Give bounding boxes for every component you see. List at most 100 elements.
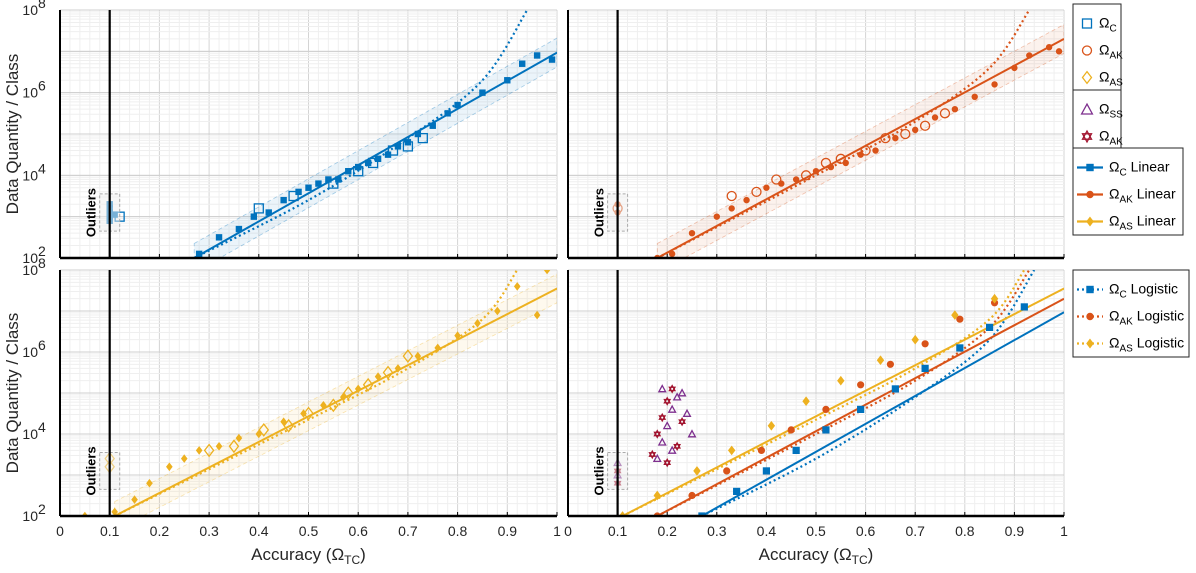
y-tick-label: 10 [22, 250, 38, 266]
data-point-AS [727, 445, 736, 456]
legend-item-C[interactable]: ΩC [1081, 15, 1117, 35]
x-tick-label: 0.7 [398, 523, 418, 539]
data-point-AK [1026, 52, 1033, 59]
data-point-AS [166, 462, 173, 472]
data-point-SS [687, 429, 697, 438]
legend-item-AK2[interactable]: ΩAK [1081, 128, 1124, 148]
data-point-C [792, 446, 800, 455]
data-point-C [345, 167, 352, 175]
legend-item-AS[interactable]: ΩAS Logistic [1077, 335, 1184, 355]
data-point-AS [434, 343, 442, 353]
legend-label-base: Ω [1109, 335, 1119, 351]
data-point-C [454, 101, 461, 109]
outlier-label: Outliers [592, 188, 607, 237]
data-point-AK [688, 229, 696, 237]
legend-label-tail: Logistic [1127, 281, 1178, 297]
x-tick-label: 0.2 [150, 523, 170, 539]
legend-item-AS[interactable]: ΩAS Linear [1077, 213, 1176, 233]
legend-label: ΩAS Logistic [1109, 335, 1184, 355]
x-axis-title-sub: TC [852, 553, 868, 567]
data-point-AK [771, 174, 782, 185]
data-point-AK [991, 81, 998, 88]
confidence-band-AK [656, 24, 1064, 258]
legend-label-sub: AS [1119, 344, 1133, 355]
logistic-fit-AK [656, 10, 1031, 258]
legend-marker [1086, 163, 1094, 172]
legend-item-SS[interactable]: ΩSS [1080, 101, 1124, 121]
data-point-AS [653, 490, 661, 501]
data-point-AK [835, 153, 846, 164]
legend-label: ΩC Linear [1109, 159, 1170, 179]
legend-marker [1086, 285, 1094, 294]
legend-marker [1086, 338, 1094, 349]
data-point-AK2 [648, 452, 657, 460]
x-tick-label: 0.4 [249, 523, 269, 539]
y-tick-exponent: 6 [38, 78, 46, 94]
data-point-C [305, 184, 312, 191]
y-tick-label: 10 [22, 85, 38, 101]
data-point-AK2 [663, 458, 672, 466]
legend-label: ΩAK Logistic [1109, 308, 1184, 328]
data-point-C [956, 344, 964, 352]
logistic-fit-AS [114, 270, 519, 516]
data-point-AK [886, 360, 895, 368]
plot-content [607, 270, 1064, 516]
data-point-AK2 [668, 384, 677, 392]
logistic-fit-C [701, 270, 1036, 516]
data-point-C [519, 60, 526, 67]
panel-bottom-right: Outliers [567, 269, 1065, 518]
legend-group-3: ΩC Linear ΩAK Linear ΩAS Linear [1072, 147, 1184, 236]
legend-item-AK[interactable]: ΩAK Logistic [1077, 308, 1184, 328]
data-point-AK [900, 128, 911, 140]
x-tick-label: 0.5 [806, 523, 826, 539]
data-point-C [504, 77, 511, 84]
legend-label: ΩAK Linear [1109, 186, 1176, 206]
data-point-AS [342, 386, 354, 400]
data-point-SS [667, 404, 677, 413]
y-tick-exponent: 6 [38, 337, 46, 353]
x-tick-label: 0.9 [498, 523, 518, 539]
linear-fit-C [193, 51, 557, 258]
grid [567, 9, 1065, 259]
data-point-AK [931, 114, 939, 121]
data-point-AK2 [653, 431, 662, 439]
legend-label-sub: SS [1109, 110, 1123, 121]
legend-label: ΩC [1099, 15, 1117, 35]
legend-label-tail: Linear [1133, 213, 1176, 229]
data-point-AS [146, 478, 153, 488]
legend-item-C[interactable]: ΩC Linear [1077, 159, 1170, 179]
data-point-AK [728, 205, 735, 212]
legend-item-C[interactable]: ΩC Logistic [1077, 281, 1178, 301]
data-point-C [857, 405, 865, 414]
data-point-SS [667, 445, 677, 454]
data-point-AS [339, 392, 347, 402]
grid [59, 269, 558, 517]
legend-marker [1086, 312, 1094, 321]
data-point-C [921, 364, 929, 373]
x-tick-label: 0.2 [657, 523, 677, 539]
legend-marker [1086, 190, 1094, 199]
legend-item-AK[interactable]: ΩAK Linear [1077, 186, 1176, 206]
legend-marker [1086, 216, 1094, 227]
data-point-C [429, 122, 436, 129]
data-point-AS [454, 331, 461, 340]
x-axis-title-close: ) [360, 545, 366, 564]
data-point-SS [662, 421, 672, 430]
legend-label-base: Ω [1099, 15, 1109, 31]
data-point-AK2 [673, 443, 682, 451]
legend-item-AK[interactable]: ΩAK [1081, 42, 1124, 62]
data-point-AS [255, 429, 263, 439]
legend-item-AS[interactable]: ΩAS [1081, 69, 1124, 89]
data-point-C [762, 467, 771, 475]
y-tick-exponent: 2 [38, 243, 46, 259]
data-point-AK [822, 405, 830, 413]
data-point-AK2 [678, 417, 686, 425]
data-point-AS [394, 364, 402, 373]
legend-label-sub: C [1119, 290, 1126, 301]
data-point-C [387, 145, 399, 156]
data-point-C [417, 132, 428, 144]
legend-label-sub: AK [1109, 137, 1123, 148]
data-point-AK [872, 147, 879, 154]
